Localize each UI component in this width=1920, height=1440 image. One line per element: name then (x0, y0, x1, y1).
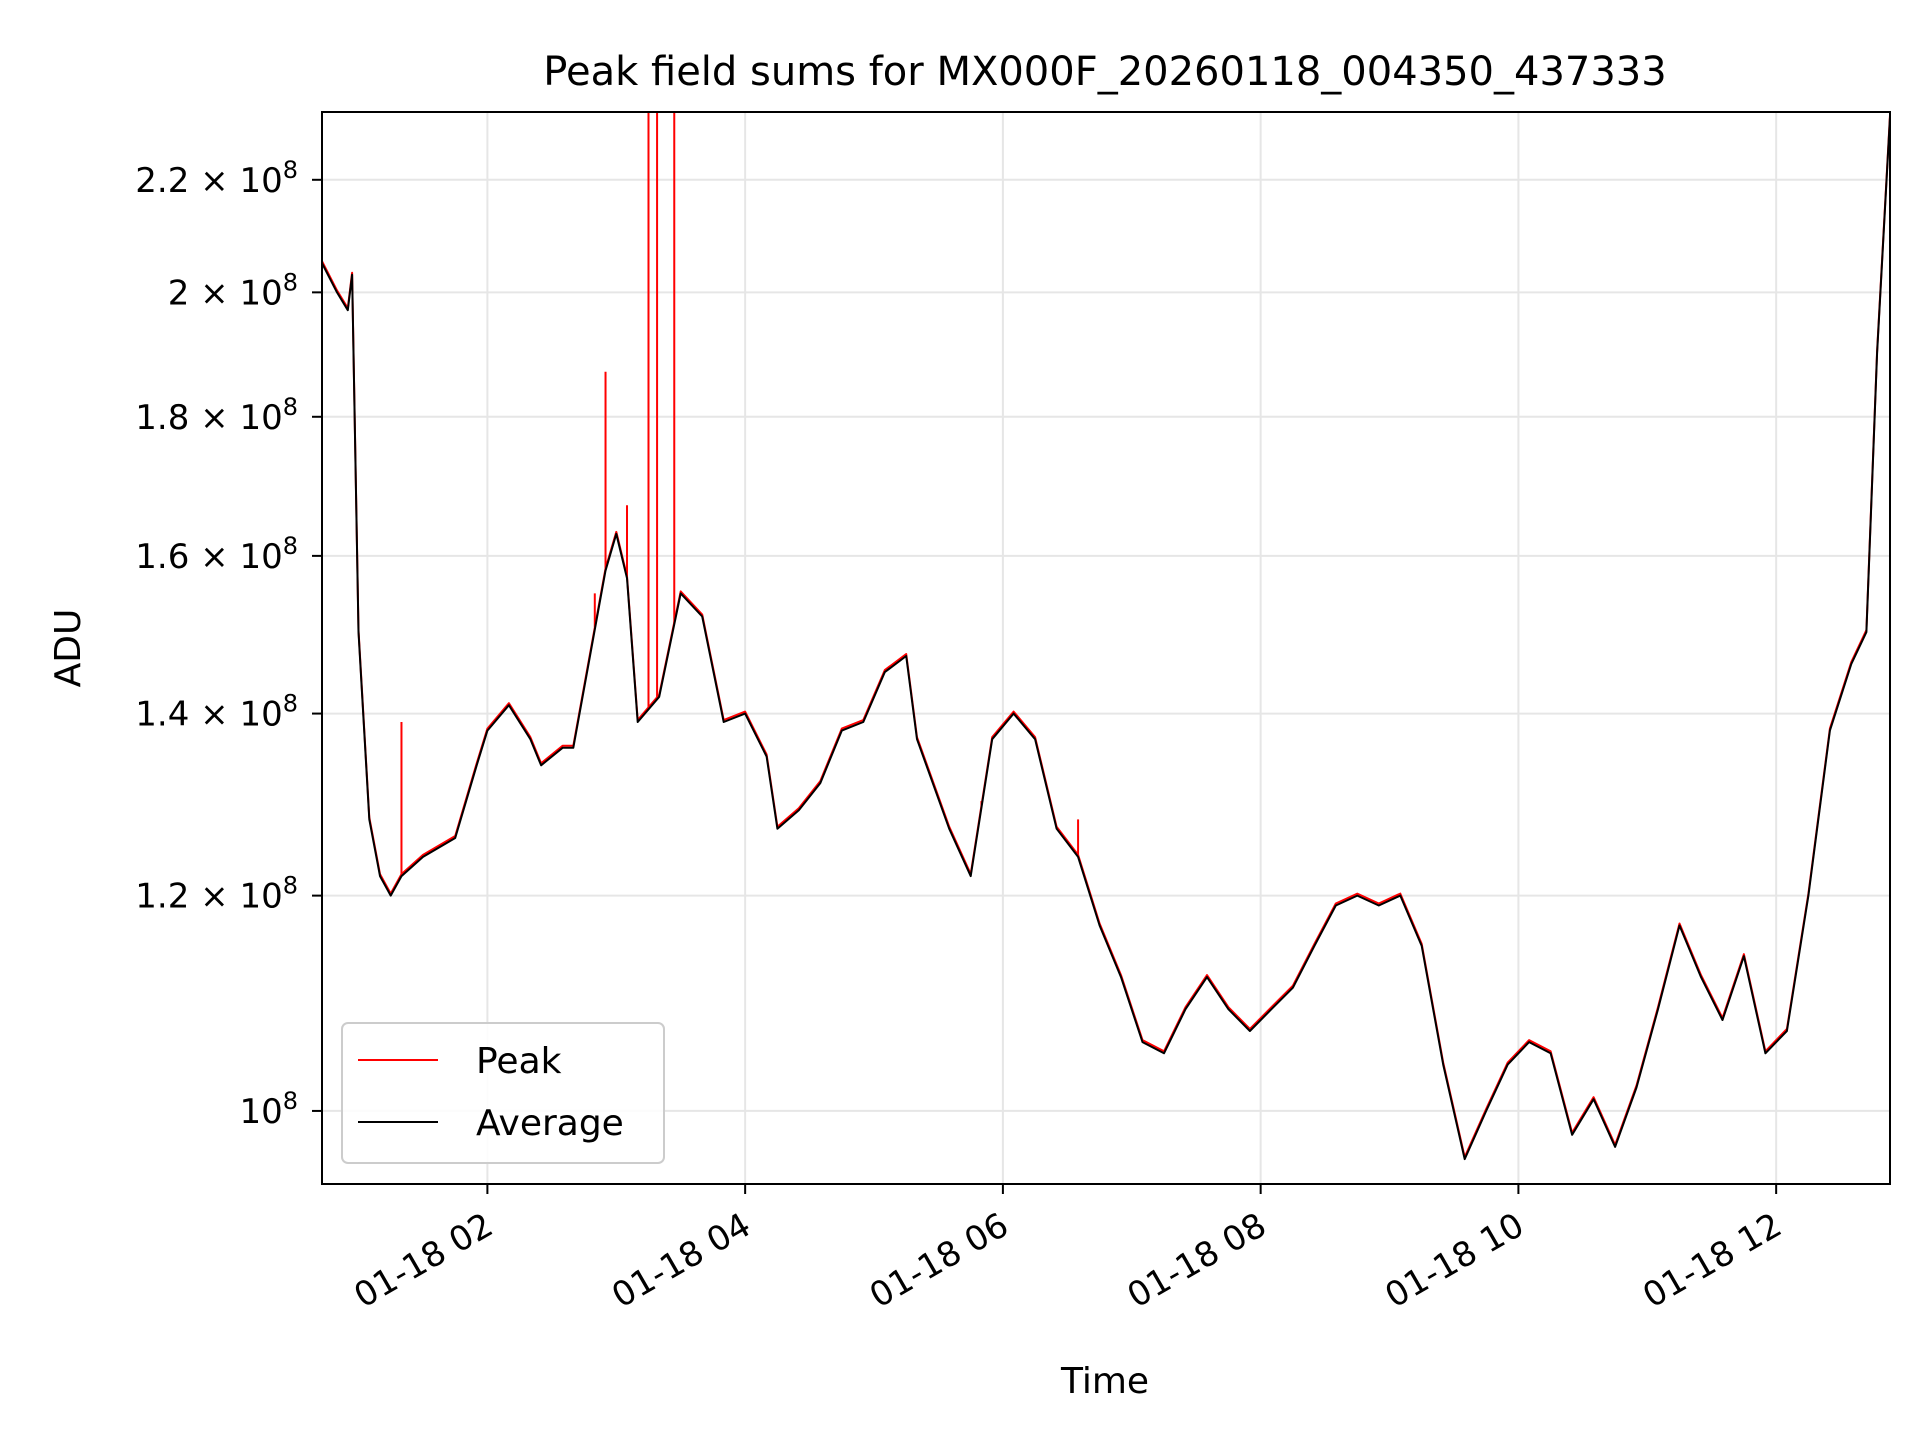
series-lines (321, 112, 1891, 1161)
y-tick-label: 1.6 × 108 (135, 532, 298, 577)
x-axis-label: Time (1060, 1361, 1149, 1402)
plot-frame (321, 111, 1891, 1185)
y-tick-label: 2.2 × 108 (135, 156, 298, 201)
y-axis-label: ADU (48, 609, 89, 688)
chart-title: Peak field sums for MX000F_20260118_0043… (543, 49, 1666, 95)
legend-average-label: Average (476, 1103, 624, 1144)
y-tick-label: 108 (239, 1087, 298, 1132)
grid (322, 112, 1890, 1184)
y-tick-label: 1.4 × 108 (135, 690, 298, 735)
y-tick-label: 1.2 × 108 (135, 872, 298, 917)
legend-box (341, 1022, 665, 1164)
y-tick-label: 1.8 × 108 (135, 393, 298, 438)
y-tick-label: 2 × 108 (168, 268, 298, 313)
legend-peak-label: Peak (476, 1041, 562, 1082)
average-series-line (321, 117, 1891, 1161)
legend: Peak Average (341, 1022, 665, 1164)
